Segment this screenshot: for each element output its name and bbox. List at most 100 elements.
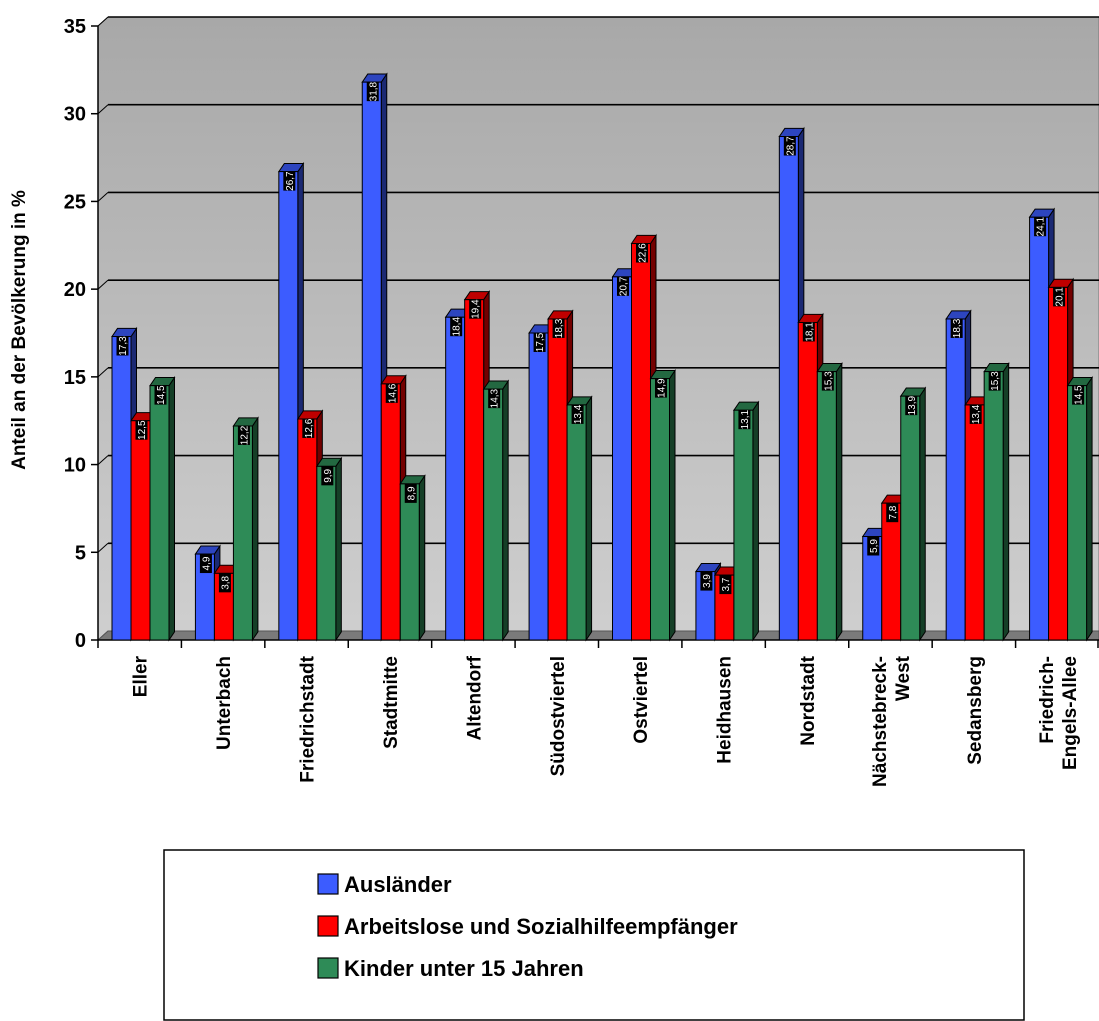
bar [631, 243, 651, 641]
data-label: 13,4 [571, 404, 584, 424]
data-label-bg [655, 378, 667, 398]
bar-side [335, 456, 342, 642]
data-label: 3,8 [218, 573, 231, 593]
bar [130, 420, 151, 641]
data-label-text: 31,8 [368, 81, 379, 101]
data-label: 9,9 [321, 466, 334, 486]
data-label-bg [783, 136, 796, 156]
data-label-text: 3,8 [220, 575, 231, 589]
legend-label: Kinder unter 15 Jahren [344, 956, 584, 981]
data-label: 17,5 [533, 332, 546, 352]
data-label-text: 13,9 [907, 395, 918, 415]
data-label-bg [469, 299, 482, 319]
bar-side [919, 386, 926, 642]
bar-side [752, 400, 759, 642]
y-axis-title: Anteil an der Bevölkerung in % [9, 190, 30, 470]
x-tick-label-line: Friedrich- [1037, 656, 1058, 744]
gridline-edge [97, 367, 109, 378]
bar [945, 318, 966, 641]
bar-side [168, 375, 175, 642]
bar [816, 371, 837, 641]
data-label-bg [283, 171, 296, 191]
data-label-text: 20,1 [1055, 287, 1066, 307]
data-label-text: 8,9 [406, 486, 417, 500]
data-label: 5,9 [867, 536, 880, 556]
x-tick-label: Ostviertel [631, 656, 652, 744]
data-label-text: 12,5 [137, 420, 148, 440]
data-label-bg [636, 243, 648, 263]
y-tick-label: 5 [75, 542, 86, 564]
x-tick-label: Friedrichstadt [298, 655, 319, 782]
data-labels: 17,3 12,5 14,5 4,9 3,8 12,2 26,7 12,6 9,9 31,8 14,… [116, 81, 1085, 595]
data-label: 20,7 [617, 276, 630, 296]
bar [547, 318, 568, 641]
bar [464, 299, 485, 641]
data-label-bg [116, 336, 129, 356]
x-tick-label-line: Stadtmitte [381, 656, 402, 749]
bar-side [1086, 375, 1093, 642]
legend-swatch [317, 957, 339, 979]
data-label-text: 18,3 [952, 318, 963, 338]
data-label: 18,3 [552, 318, 565, 338]
data-label-bg [821, 371, 834, 391]
legend-label: Ausländer [344, 872, 452, 897]
data-label-text: 14,5 [1074, 385, 1085, 405]
data-label-text: 14,9 [657, 378, 668, 398]
bar [650, 378, 670, 641]
data-label: 20,1 [1053, 287, 1066, 307]
x-tick-label-line: Altendorf [464, 655, 485, 740]
data-label-text: 15,3 [823, 371, 834, 391]
data-label-bg [886, 503, 899, 523]
x-tick-label-line: Ostviertel [631, 656, 652, 744]
y-tick-label: 15 [64, 367, 86, 389]
data-label: 18,4 [450, 317, 463, 337]
data-label: 31,8 [366, 81, 379, 101]
data-label-bg [969, 404, 982, 424]
data-label-text: 4,9 [201, 556, 212, 570]
x-tick-label-line: Eller [131, 655, 152, 697]
gridline-edge [97, 192, 109, 202]
data-label: 18,1 [802, 322, 815, 342]
bar-side [669, 368, 676, 642]
data-label-bg [154, 385, 167, 405]
bar [528, 332, 549, 641]
gridlines [97, 16, 1099, 553]
data-label-bg [199, 554, 212, 574]
data-label-bg [950, 318, 963, 338]
data-label: 14,5 [154, 385, 167, 405]
bar [483, 388, 504, 641]
data-label-bg [552, 318, 565, 338]
data-label-text: 28,7 [785, 136, 796, 156]
data-label-text: 20,7 [619, 276, 630, 296]
x-tick-label: Altendorf [464, 655, 485, 740]
data-label-text: 12,2 [239, 425, 250, 445]
y-tick-label: 10 [64, 455, 86, 477]
data-label: 12,6 [302, 418, 315, 438]
x-tick-label-line: Engels-Allee [1060, 656, 1081, 770]
data-label-bg [450, 317, 463, 337]
data-label-bg [1034, 217, 1047, 237]
data-label: 12,5 [135, 420, 148, 440]
bar-side [585, 395, 593, 642]
data-label-bg [738, 410, 751, 430]
data-label: 3,9 [700, 571, 713, 591]
data-label-text: 3,9 [702, 574, 713, 588]
data-label: 15,3 [988, 371, 1001, 391]
bar [445, 316, 466, 641]
x-tick-label: Südostviertel [548, 656, 569, 776]
legend-label: Arbeitslose und Sozialhilfeempfänger [344, 914, 738, 939]
data-label-text: 18,1 [804, 322, 815, 342]
legend-box [163, 849, 1025, 1021]
bar [361, 81, 382, 641]
data-label-bg [1072, 385, 1085, 405]
data-label-bg [135, 420, 148, 440]
data-label: 19,4 [469, 299, 482, 319]
y-axis: 0 5 10 15 20 25 30 35 [64, 16, 1099, 652]
bar [881, 502, 902, 641]
bar [566, 404, 587, 641]
bars [111, 72, 1094, 642]
bar [733, 409, 754, 641]
bar [297, 418, 318, 641]
data-label-bg [237, 425, 250, 445]
